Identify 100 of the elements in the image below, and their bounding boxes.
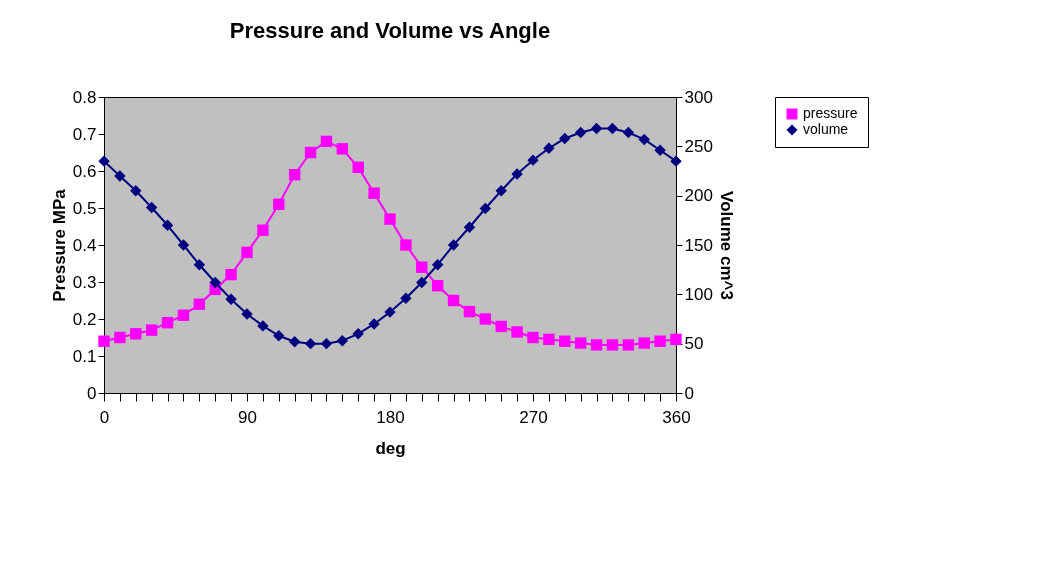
point (559, 335, 571, 347)
y2-tick-label: 250 (684, 136, 713, 156)
point (479, 313, 492, 325)
point (114, 331, 126, 344)
point (145, 324, 158, 336)
point (559, 132, 571, 145)
point (320, 135, 333, 148)
x-tick-label: 0 (99, 407, 110, 427)
point (98, 155, 110, 167)
point (511, 326, 523, 338)
point (304, 337, 317, 350)
point (130, 185, 142, 197)
y2-tick-label: 50 (684, 334, 704, 354)
point (114, 170, 126, 182)
point (352, 161, 364, 173)
point (638, 133, 650, 146)
point (527, 331, 539, 344)
point (384, 306, 396, 318)
point (447, 294, 460, 307)
point (130, 328, 142, 340)
point (606, 122, 619, 135)
y-tick-label: 0.6 (72, 161, 97, 181)
point (590, 122, 603, 135)
y-tick-label: 0 (87, 383, 97, 403)
y-tick-label: 0.4 (72, 235, 97, 255)
point (670, 333, 682, 346)
point (304, 146, 317, 159)
y2-tick-label: 150 (684, 235, 713, 255)
point (416, 276, 428, 289)
point (273, 330, 285, 342)
y-axis-title: Pressure MPa (49, 188, 69, 302)
point (400, 239, 412, 251)
point (638, 337, 650, 349)
point (288, 169, 301, 181)
point (225, 268, 237, 281)
point (463, 305, 476, 318)
y-tick-label: 0.7 (72, 124, 97, 144)
point (574, 337, 587, 349)
point (209, 276, 221, 289)
point (511, 168, 523, 180)
point (336, 335, 349, 347)
point (177, 309, 190, 321)
y2-tick-label: 200 (684, 186, 713, 206)
point (241, 308, 253, 320)
point (495, 320, 507, 333)
x-tick-label: 180 (376, 407, 405, 427)
point (416, 261, 428, 273)
y-tick-label: 0.1 (72, 346, 97, 366)
point (622, 339, 635, 351)
point (543, 142, 555, 155)
point (98, 335, 110, 347)
point (670, 155, 682, 167)
point (574, 126, 587, 139)
point (368, 318, 380, 330)
point (606, 339, 619, 351)
chart-title: Pressure and Volume vs Angle (229, 18, 551, 43)
point (590, 339, 603, 351)
y2-tick-label: 300 (684, 87, 713, 107)
point (257, 224, 269, 236)
point (495, 185, 507, 197)
point (622, 126, 635, 139)
point (654, 335, 666, 347)
x-tick-label: 360 (662, 407, 691, 427)
point (193, 259, 206, 271)
point (177, 239, 190, 251)
point (145, 201, 158, 214)
point (384, 213, 396, 225)
point (431, 259, 444, 271)
point (431, 280, 444, 292)
point (527, 154, 539, 166)
point (400, 292, 412, 304)
y2-axis-title: Volume cm^3 (716, 191, 736, 300)
point (336, 143, 349, 155)
point (320, 337, 333, 350)
point (463, 221, 476, 233)
point (161, 317, 174, 329)
point (288, 335, 301, 348)
point (193, 298, 206, 310)
point (257, 320, 269, 332)
y-tick-label: 0.5 (72, 198, 97, 218)
point (654, 144, 666, 156)
point (368, 187, 380, 199)
point (543, 333, 555, 346)
x-tick-label: 90 (238, 407, 257, 427)
point (241, 246, 253, 259)
y-tick-label: 0.2 (72, 309, 97, 329)
x-tick-label: 270 (519, 407, 548, 427)
point (161, 219, 174, 231)
legend-label: volume (803, 121, 849, 137)
point (479, 202, 492, 215)
point (225, 293, 237, 305)
x-axis-title: deg (375, 438, 406, 458)
point (447, 239, 460, 251)
y-tick-label: 0.3 (72, 272, 97, 292)
point (352, 328, 364, 340)
y-tick-label: 0.8 (72, 87, 97, 107)
legend-label: pressure (803, 105, 858, 121)
y2-tick-label: 100 (684, 284, 713, 304)
point (273, 198, 285, 210)
y2-tick-label: 0 (684, 383, 694, 403)
